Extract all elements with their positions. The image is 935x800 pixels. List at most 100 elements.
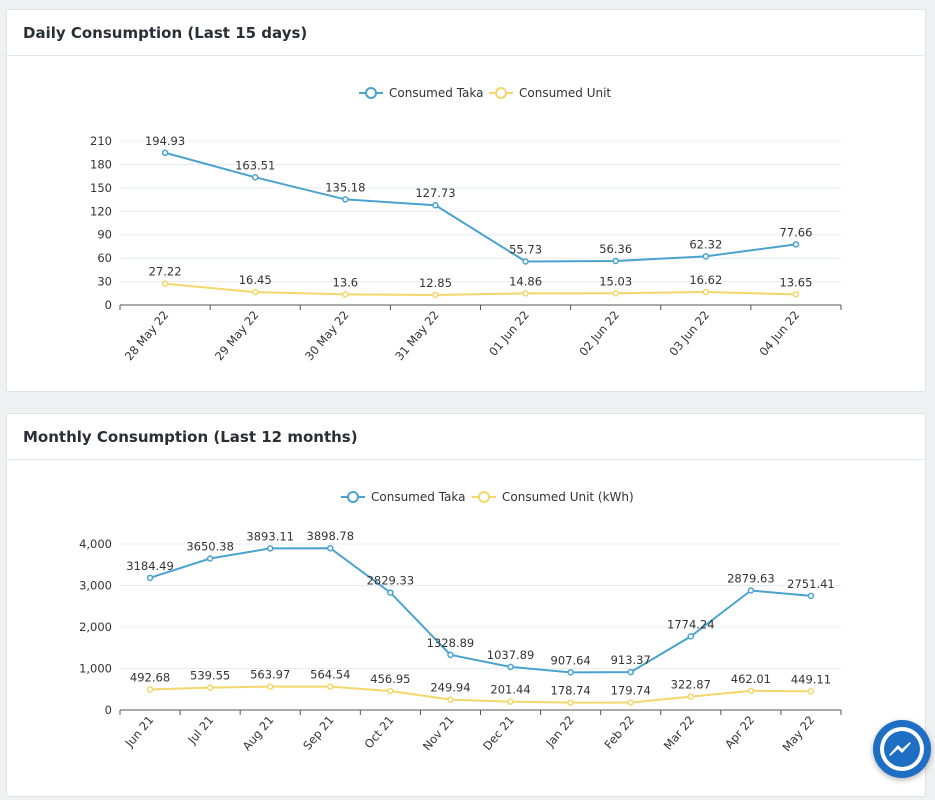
y-tick-label: 1,000 <box>79 662 112 676</box>
x-tick-label: Feb 22 <box>601 713 637 752</box>
data-label: 15.03 <box>599 274 632 288</box>
series-line-unit <box>150 685 811 704</box>
data-label: 13.65 <box>779 275 812 289</box>
x-tick-label: Jul 21 <box>184 713 216 747</box>
data-point <box>612 257 619 265</box>
messenger-chat-button[interactable] <box>873 720 931 778</box>
x-tick-label: Nov 21 <box>420 713 457 753</box>
data-label: 77.66 <box>779 225 812 239</box>
data-point <box>522 258 529 265</box>
daily-card-header: Daily Consumption (Last 15 days) <box>7 10 925 56</box>
data-label: 3893.11 <box>246 529 294 543</box>
data-point <box>687 633 695 640</box>
y-tick-label: 150 <box>90 181 112 195</box>
data-point <box>612 290 619 297</box>
data-point <box>792 241 800 248</box>
data-point <box>342 196 349 203</box>
x-tick-label: 30 May 22 <box>302 308 352 363</box>
data-point <box>432 291 439 299</box>
series-line-taka <box>164 151 797 263</box>
data-point <box>327 544 334 552</box>
data-point <box>507 663 514 671</box>
y-tick-label: 2,000 <box>79 620 112 634</box>
data-label: 178.74 <box>551 684 591 698</box>
y-tick-label: 210 <box>90 134 112 148</box>
data-point <box>792 291 800 298</box>
daily-card-title: Daily Consumption (Last 15 days) <box>23 23 308 42</box>
data-label: 449.11 <box>791 672 831 686</box>
daily-consumption-chart: Consumed Taka Consumed Unit 0 30 60 90 120 150 1… <box>90 86 842 363</box>
data-point <box>161 149 169 157</box>
monthly-card-title: Monthly Consumption (Last 12 months) <box>23 427 358 446</box>
data-label: 3898.78 <box>307 529 355 543</box>
data-point <box>567 669 574 676</box>
data-point <box>447 651 454 659</box>
legend-marker <box>365 87 377 99</box>
series-line-taka <box>149 547 812 674</box>
data-point <box>161 280 169 287</box>
data-label: 56.36 <box>599 242 632 256</box>
data-point <box>327 683 334 690</box>
x-tick-label: Apr 22 <box>722 713 757 751</box>
legend-label: Consumed Unit (kWh) <box>502 490 634 504</box>
y-tick-label: 90 <box>97 228 112 242</box>
data-point <box>251 174 259 181</box>
data-label: 135.18 <box>325 180 365 194</box>
x-tick-label: 31 May 22 <box>392 308 442 363</box>
y-tick-label: 120 <box>90 204 112 218</box>
data-label: 13.6 <box>333 275 359 289</box>
x-tick-label: Jun 21 <box>122 713 157 751</box>
y-tick-label: 60 <box>97 251 112 265</box>
x-tick-label: 04 Jun 22 <box>756 308 802 359</box>
data-point <box>687 693 695 700</box>
legend-marker <box>347 491 359 503</box>
y-tick-label: 30 <box>97 275 112 289</box>
data-label: 55.73 <box>509 242 542 256</box>
data-label: 62.32 <box>689 237 722 251</box>
y-tick-label: 3,000 <box>79 579 112 593</box>
x-tick-label: Mar 22 <box>661 713 697 753</box>
x-tick-label: Aug 21 <box>240 713 277 753</box>
data-point <box>507 698 514 705</box>
data-point <box>702 288 710 296</box>
data-label: 16.62 <box>689 273 722 287</box>
data-label: 2829.33 <box>367 574 415 588</box>
data-label: 127.73 <box>415 186 455 200</box>
data-label: 249.94 <box>430 681 470 695</box>
data-point <box>432 201 439 209</box>
monthly-consumption-card: Monthly Consumption (Last 12 months) Con… <box>6 413 926 797</box>
x-tick-label: 03 Jun 22 <box>666 308 712 359</box>
x-tick-label: Jan 22 <box>542 713 577 750</box>
data-label: 14.86 <box>509 274 542 288</box>
y-tick-label: 0 <box>105 298 112 312</box>
data-point <box>702 253 710 260</box>
data-label: 1328.89 <box>427 636 475 650</box>
data-label: 322.87 <box>671 678 711 692</box>
data-label: 913.37 <box>611 653 651 667</box>
monthly-consumption-chart: Consumed Taka Consumed Unit (kWh) 0 1,000 2,… <box>79 490 842 754</box>
series-line-unit <box>164 282 796 296</box>
legend-label: Consumed Taka <box>371 490 465 504</box>
data-label: 1037.89 <box>487 648 535 662</box>
data-label: 179.74 <box>611 684 651 698</box>
y-tick-label: 4,000 <box>79 537 112 551</box>
x-tick-label: 28 May 22 <box>122 308 172 363</box>
legend-label: Consumed Unit <box>519 86 611 100</box>
data-point <box>807 688 815 695</box>
x-tick-label: May 22 <box>779 713 817 754</box>
data-label: 12.85 <box>419 276 452 290</box>
data-point <box>342 291 349 298</box>
data-point <box>627 668 634 676</box>
data-label: 3184.49 <box>126 559 174 573</box>
messenger-icon <box>880 727 924 771</box>
data-label: 1774.24 <box>667 617 715 631</box>
monthly-card-header: Monthly Consumption (Last 12 months) <box>7 414 925 460</box>
y-tick-label: 180 <box>90 157 112 171</box>
x-tick-label: 02 Jun 22 <box>576 308 622 359</box>
data-label: 201.44 <box>490 683 530 697</box>
data-point <box>146 574 154 582</box>
x-tick-label: 01 Jun 22 <box>486 308 532 359</box>
legend-label: Consumed Taka <box>389 86 483 100</box>
data-label: 3650.38 <box>186 540 234 554</box>
data-label: 563.97 <box>250 668 290 682</box>
